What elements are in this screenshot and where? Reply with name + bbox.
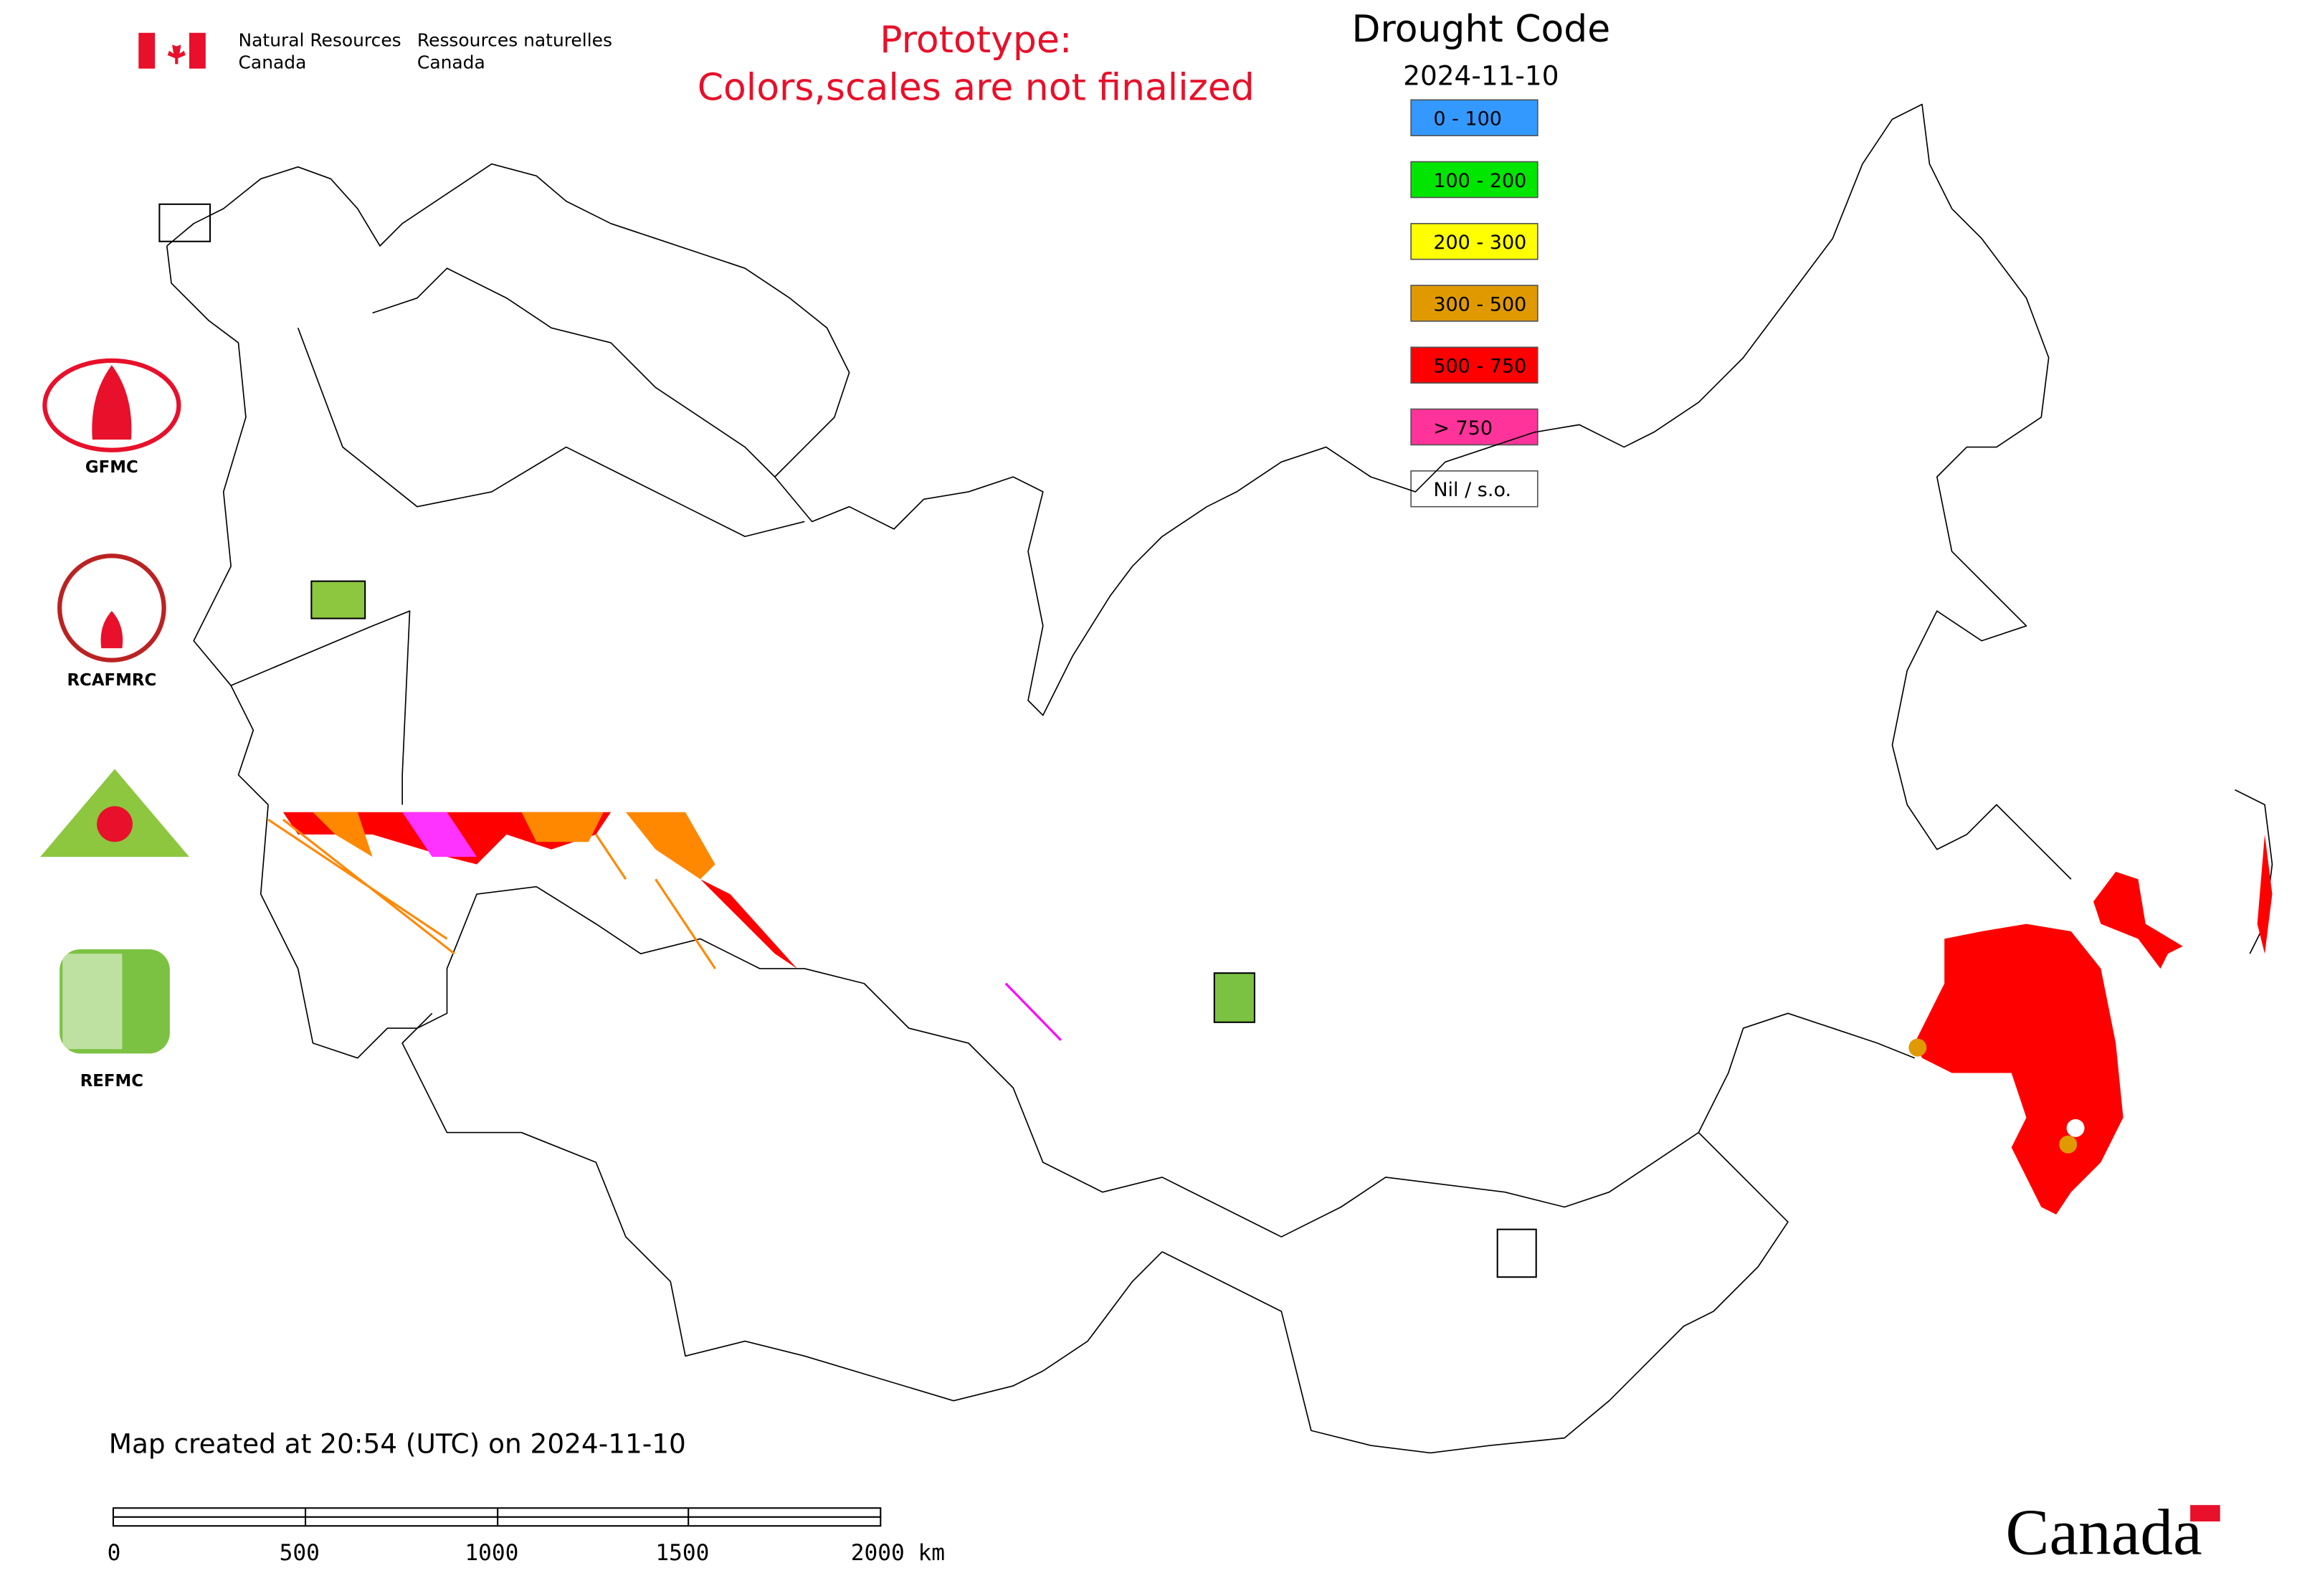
- scale-label: 1500: [655, 1540, 709, 1566]
- legend-swatch: [1410, 408, 1538, 446]
- department-en: Natural Resources: [239, 29, 401, 50]
- department-en: Canada: [239, 52, 307, 73]
- legend-label: 200 - 300: [1433, 232, 1526, 254]
- scale-label: 0: [108, 1540, 121, 1566]
- legend-label: Nil / s.o.: [1433, 479, 1511, 501]
- legend-swatch: [1410, 99, 1538, 137]
- legend: 0 - 100 100 - 200 200 - 300 300 - 500 500 - …: [1410, 99, 1538, 508]
- legend-label: 500 - 750: [1433, 356, 1526, 378]
- legend-swatch: [1410, 285, 1538, 322]
- legend-label: 100 - 200: [1433, 170, 1526, 192]
- logo-gfmc: [42, 358, 181, 452]
- department-fr: Ressources naturelles: [417, 29, 612, 50]
- logo-label: GFMC: [85, 458, 138, 477]
- notice: Colors,scales are not finalized: [698, 66, 1255, 109]
- department-fr: Canada: [417, 52, 485, 73]
- drought-raster: [267, 812, 2273, 1215]
- notice: Prototype:: [880, 19, 1072, 62]
- flag: [138, 32, 206, 69]
- map-logo: [1213, 972, 1255, 1023]
- legend-label: > 750: [1433, 417, 1493, 440]
- wordmark-flag: [2190, 1505, 2220, 1522]
- scale-label: 2000 km: [851, 1540, 945, 1566]
- legend-date: 2024-11-10: [1403, 60, 1559, 92]
- scale-bar: 0 500 1000 1500 2000 km: [108, 1507, 945, 1566]
- map-logo: [310, 580, 366, 619]
- legend-swatch: [1410, 470, 1538, 508]
- legend-swatch: [1410, 222, 1538, 260]
- map-logo: [1496, 1228, 1537, 1278]
- logo-refmc: [60, 949, 170, 1054]
- scale-label: 1000: [465, 1540, 518, 1566]
- canada-wordmark: Canada: [2005, 1496, 2202, 1569]
- logo-rcafmrc: [57, 554, 166, 662]
- legend-title: Drought Code: [1352, 8, 1611, 51]
- legend-label: 0 - 100: [1433, 108, 1502, 130]
- logo-label: REFMC: [80, 1072, 143, 1091]
- created-note: Map created at 20:54 (UTC) on 2024-11-10: [109, 1428, 686, 1459]
- map-outlines: [166, 103, 2273, 1454]
- legend-swatch: [1410, 346, 1538, 384]
- legend-label: 300 - 500: [1433, 293, 1526, 315]
- scale-label: 500: [280, 1540, 320, 1566]
- logo-reefmc: [40, 769, 189, 858]
- legend-swatch: [1410, 161, 1538, 199]
- logo-label: RCAFMRC: [67, 671, 156, 690]
- map-logo: [158, 203, 211, 242]
